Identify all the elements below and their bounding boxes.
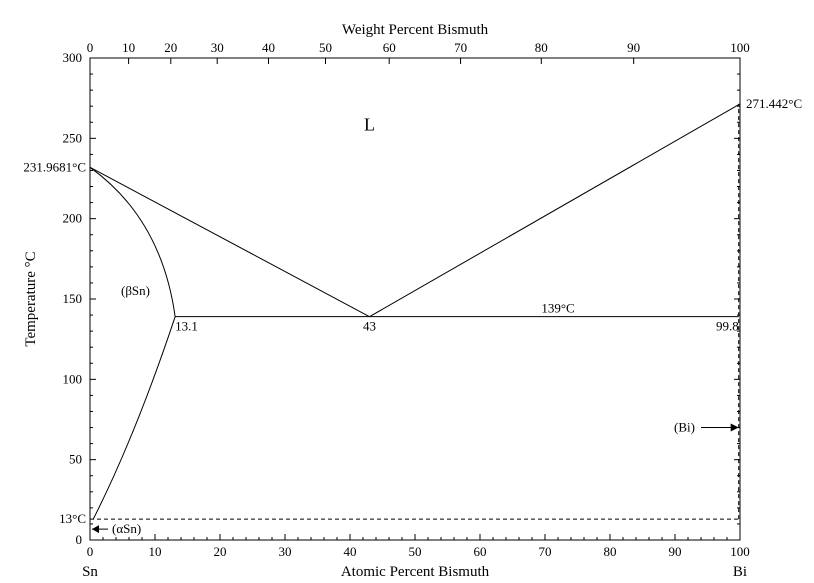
region-alpha-sn-label: (αSn) xyxy=(112,521,141,536)
x-tick-label: 0 xyxy=(87,544,94,559)
x-axis-bottom-label: Atomic Percent Bismuth xyxy=(341,564,490,580)
x-tick-label: 10 xyxy=(149,544,162,559)
alpha-transition-temp-label: 13°C xyxy=(59,511,86,526)
x-top-tick-label: 70 xyxy=(454,40,467,55)
x-tick-label: 20 xyxy=(214,544,227,559)
x-top-tick-label: 20 xyxy=(164,40,177,55)
alpha-sn-arrow-head-icon xyxy=(92,525,99,533)
x-tick-label: 40 xyxy=(344,544,357,559)
y-tick-label: 150 xyxy=(63,291,83,306)
region-beta-sn-label: (βSn) xyxy=(121,283,150,298)
x-tick-label: 50 xyxy=(409,544,422,559)
x-tick-label: 30 xyxy=(279,544,292,559)
x-top-tick-label: 10 xyxy=(122,40,135,55)
x-top-tick-label: 40 xyxy=(262,40,275,55)
x-tick-label: 60 xyxy=(474,544,487,559)
x-tick-label: 70 xyxy=(539,544,552,559)
x-top-tick-label: 50 xyxy=(319,40,332,55)
plot-frame xyxy=(90,58,740,540)
point-43-label: 43 xyxy=(363,319,376,334)
x-tick-label: 100 xyxy=(730,544,750,559)
point-99-8-label: 99.8 xyxy=(716,319,739,334)
eutectic-temp-label: 139°C xyxy=(541,301,574,316)
region-liquid-label: L xyxy=(364,114,375,134)
x-top-tick-label: 100 xyxy=(730,40,750,55)
y-tick-label: 200 xyxy=(63,211,83,226)
phase-diagram: 0102030405060708090100Atomic Percent Bis… xyxy=(0,0,814,583)
y-axis-label: Temperature °C xyxy=(23,251,39,346)
x-top-tick-label: 80 xyxy=(535,40,548,55)
x-tick-label: 80 xyxy=(604,544,617,559)
left-end-label: Sn xyxy=(82,564,98,580)
x-tick-label: 90 xyxy=(669,544,682,559)
y-tick-label: 50 xyxy=(69,452,82,467)
x-top-tick-label: 90 xyxy=(627,40,640,55)
liquidus-right-line xyxy=(370,104,741,317)
point-13-1-label: 13.1 xyxy=(175,319,198,334)
y-tick-label: 250 xyxy=(63,130,83,145)
x-top-tick-label: 0 xyxy=(87,40,94,55)
y-tick-label: 300 xyxy=(63,50,83,65)
x-top-tick-label: 30 xyxy=(211,40,224,55)
x-axis-top-label: Weight Percent Bismuth xyxy=(342,22,489,38)
sn-melting-point-label: 231.9681°C xyxy=(23,159,86,174)
bi-melting-point-label: 271.442°C xyxy=(746,96,802,111)
y-tick-label: 0 xyxy=(76,532,83,547)
y-tick-label: 100 xyxy=(63,371,83,386)
bi-arrow-head-icon xyxy=(731,424,739,432)
x-top-tick-label: 60 xyxy=(383,40,396,55)
region-bi-label: (Bi) xyxy=(674,420,695,435)
solvus-below-eutectic-curve xyxy=(93,317,175,519)
right-end-label: Bi xyxy=(733,564,747,580)
